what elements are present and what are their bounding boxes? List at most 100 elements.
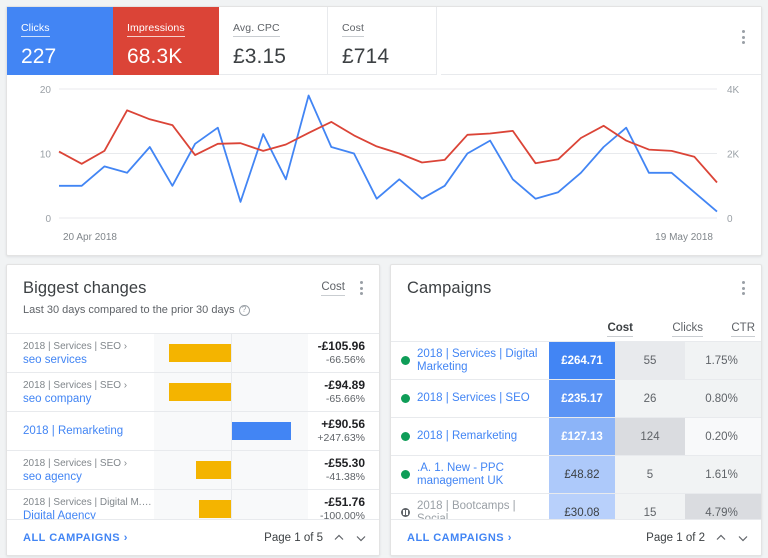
column-header-ctr[interactable]: CTR <box>731 322 755 337</box>
table-row[interactable]: 2018 | Services | SEO › seo company -£94.8… <box>7 372 379 412</box>
timeseries-chart[interactable]: 0 10 20 0 2K 4K 20 Apr 2018 19 May 2018 <box>7 75 763 255</box>
scorecard-value: 68.3K <box>127 45 183 68</box>
all-campaigns-link[interactable]: ALL CAMPAIGNS › <box>23 531 128 544</box>
table-row[interactable]: 2018 | Services | SEO £235.17 26 0.80% <box>391 379 761 418</box>
change-bar-cell <box>154 450 308 490</box>
campaign-link[interactable]: 2018 | Remarketing <box>23 425 124 437</box>
more-vert-icon[interactable] <box>735 28 751 46</box>
change-values: -£55.30 -41.38% <box>308 451 379 490</box>
page-indicator: Page 1 of 5 <box>264 531 323 544</box>
campaign-clicks-cell: 5 <box>615 455 685 494</box>
help-circle-icon[interactable]: ? <box>238 304 250 316</box>
page-title: Biggest changes <box>23 279 147 297</box>
change-amount: -£105.96 <box>317 339 365 353</box>
campaign-link[interactable]: 2018 | Services | Digital Marketing <box>417 347 538 373</box>
scorecard-cost[interactable]: Cost £714 <box>328 7 437 75</box>
chevron-up-icon[interactable] <box>333 532 345 544</box>
negative-change-bar <box>169 344 231 362</box>
active-status-icon <box>401 470 410 479</box>
change-amount: +£90.56 <box>321 417 365 431</box>
biggest-changes-row-name: 2018 | Services | Digital M... › Digital … <box>7 490 154 529</box>
column-header-label: Cost <box>607 322 633 334</box>
table-row[interactable]: .A. 1. New - PPC management UK £48.82 5 1.6… <box>391 455 761 494</box>
breadcrumb: 2018 | Services | SEO › <box>23 457 128 469</box>
biggest-changes-sort-select[interactable]: Cost <box>321 281 345 296</box>
campaigns-header: Campaigns <box>391 265 761 298</box>
scorecard-filler <box>441 7 761 75</box>
campaign-link[interactable]: 2018 | Services | SEO <box>417 392 530 404</box>
active-status-icon <box>401 432 410 441</box>
biggest-changes-subtitle: Last 30 days compared to the prior 30 da… <box>23 304 365 316</box>
chart-right-tick: 2K <box>727 150 740 161</box>
campaign-ctr-cell: 0.20% <box>685 417 761 456</box>
biggest-changes-header: Biggest changes Last 30 days compared to… <box>7 265 379 316</box>
campaign-cost-cell: £48.82 <box>549 455 615 494</box>
overview-card-menu-button[interactable] <box>735 28 751 46</box>
campaign-link[interactable]: .A. 1. New - PPC management UK <box>417 461 504 487</box>
negative-change-bar <box>169 383 231 401</box>
table-row[interactable]: 2018 | Remarketing +£90.56 +247.63% <box>7 411 379 451</box>
campaign-name-cell: 2018 | Services | Digital Marketing <box>391 342 549 380</box>
pause-status-icon <box>401 508 410 518</box>
change-bar-cell <box>154 372 308 412</box>
chart-right-tick: 0 <box>727 214 733 225</box>
table-row[interactable]: 2018 | Services | SEO › seo agency -£55.30… <box>7 450 379 490</box>
campaign-clicks-cell: 55 <box>615 341 685 380</box>
scorecard-avg-cpc[interactable]: Avg. CPC £3.15 <box>219 7 328 75</box>
scorecard-metric-label: Clicks <box>21 22 50 37</box>
table-row[interactable]: 2018 | Services | SEO › seo services -£105… <box>7 333 379 373</box>
column-header-label: Clicks <box>672 322 703 334</box>
chart-left-tick: 10 <box>40 150 52 161</box>
change-percent: -41.38% <box>325 471 365 483</box>
negative-change-bar <box>195 461 231 479</box>
chart-x-tick: 20 Apr 2018 <box>63 232 117 243</box>
table-row[interactable]: 2018 | Remarketing £127.13 124 0.20% <box>391 417 761 456</box>
column-header-cost[interactable]: Cost <box>607 322 633 337</box>
scorecard-row: Clicks 227 Impressions 68.3K Avg. CPC £3.15 Co… <box>7 7 437 75</box>
more-vert-icon[interactable] <box>353 279 369 297</box>
campaigns-header-actions <box>735 279 751 297</box>
keyword-link[interactable]: seo company <box>23 392 92 405</box>
chart-left-tick: 0 <box>45 214 51 225</box>
scorecard-impressions[interactable]: Impressions 68.3K <box>113 7 219 75</box>
chevron-up-icon[interactable] <box>715 532 727 544</box>
page-indicator: Page 1 of 2 <box>646 531 705 544</box>
table-row[interactable]: 2018 | Services | Digital Marketing £264.… <box>391 341 761 380</box>
biggest-changes-footer: ALL CAMPAIGNS › Page 1 of 5 <box>7 519 379 555</box>
more-vert-icon[interactable] <box>735 279 751 297</box>
keyword-link[interactable]: seo services <box>23 353 87 366</box>
keyword-link[interactable]: Digital Agency <box>23 509 96 522</box>
scorecard-value: £714 <box>342 45 390 68</box>
campaigns-title: Campaigns <box>407 279 492 297</box>
column-header-clicks[interactable]: Clicks <box>672 322 703 337</box>
campaigns-table: 2018 | Services | Digital Marketing £264.… <box>391 341 761 532</box>
scorecard-value: 227 <box>21 45 57 68</box>
keyword-link[interactable]: seo agency <box>23 470 82 483</box>
biggest-changes-pager: Page 1 of 5 <box>264 532 367 544</box>
breadcrumb: 2018 | Services | Digital M... › <box>23 496 153 508</box>
chevron-down-icon[interactable] <box>737 532 749 544</box>
biggest-changes-row-name: 2018 | Remarketing <box>7 412 154 451</box>
campaign-cost-cell: £127.13 <box>549 417 615 456</box>
biggest-changes-table: 2018 | Services | SEO › seo services -£105… <box>7 333 379 529</box>
change-amount: -£94.89 <box>324 378 365 392</box>
change-values: -£105.96 -66.56% <box>308 334 379 373</box>
scorecard-clicks[interactable]: Clicks 227 <box>7 7 113 75</box>
campaign-ctr-cell: 1.61% <box>685 455 761 494</box>
campaign-name-cell: 2018 | Services | SEO <box>391 380 549 418</box>
chart-right-tick: 4K <box>727 85 740 96</box>
campaign-clicks-cell: 26 <box>615 379 685 418</box>
all-campaigns-link[interactable]: ALL CAMPAIGNS › <box>407 531 512 544</box>
scorecard-value: £3.15 <box>233 45 287 68</box>
scorecard-metric-label: Cost <box>342 22 364 37</box>
chart-series-impressions <box>58 109 718 184</box>
campaigns-panel: Campaigns Cost Clicks CTR 2018 | Services … <box>390 264 762 556</box>
campaign-link[interactable]: 2018 | Remarketing <box>417 430 518 442</box>
chart-left-tick: 20 <box>40 85 52 96</box>
campaign-ctr-cell: 1.75% <box>685 341 761 380</box>
chevron-down-icon[interactable] <box>355 532 367 544</box>
biggest-changes-panel: Biggest changes Last 30 days compared to… <box>6 264 380 556</box>
campaign-cost-cell: £235.17 <box>549 379 615 418</box>
campaigns-footer: ALL CAMPAIGNS › Page 1 of 2 <box>391 519 761 555</box>
